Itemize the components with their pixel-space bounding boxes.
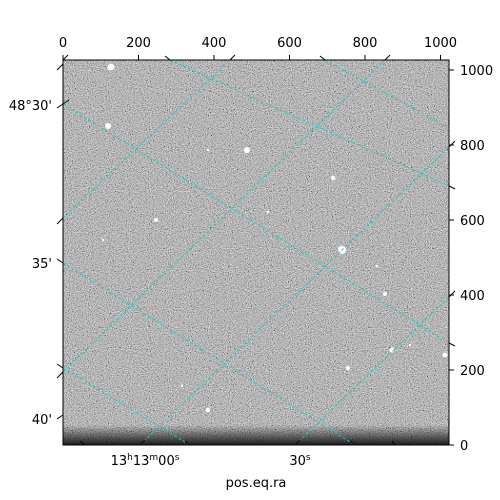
right-pixel-axis <box>449 70 454 445</box>
top-tick-labels: 0 200 400 600 800 1000 <box>59 36 457 51</box>
top-tick-label: 0 <box>59 36 67 51</box>
top-tick-label: 400 <box>202 36 227 51</box>
dec-tick-label: 40' <box>32 413 52 428</box>
tick-label-part: 00 <box>158 454 175 469</box>
tick-label-part: m <box>149 453 158 463</box>
top-tick-label: 800 <box>353 36 378 51</box>
tick-label-part: s <box>175 453 180 463</box>
top-tick-label: 1000 <box>424 36 457 51</box>
tick-label-part: s <box>306 453 311 463</box>
right-tick-label: 200 <box>460 364 485 379</box>
dec-tick-labels: 48°30' 35' 40' <box>9 99 52 428</box>
right-tick-label: 600 <box>460 214 485 229</box>
tick-label-part: 13 <box>133 454 150 469</box>
right-tick-label: 1000 <box>460 64 493 79</box>
right-tick-label: 0 <box>460 439 468 454</box>
x-axis-label: pos.eq.ra <box>226 476 287 491</box>
ra-tick-label-2: 30s <box>289 453 311 469</box>
top-tick-label: 600 <box>277 36 302 51</box>
ra-tick-labels: 13h13m00s 30s <box>111 453 311 469</box>
dec-tick-label: 35' <box>32 257 52 272</box>
dec-tick-label: 48°30' <box>9 99 52 114</box>
tick-label-part: 13 <box>111 454 128 469</box>
top-tick-label: 200 <box>126 36 151 51</box>
top-pixel-axis <box>63 55 441 60</box>
right-tick-label: 400 <box>460 289 485 304</box>
tick-label-part: 30 <box>289 454 306 469</box>
right-tick-label: 800 <box>460 139 485 154</box>
ra-tick-label-1: 13h13m00s <box>111 453 180 469</box>
sky-image <box>63 60 449 445</box>
right-tick-labels: 0 200 400 600 800 1000 <box>460 64 493 454</box>
